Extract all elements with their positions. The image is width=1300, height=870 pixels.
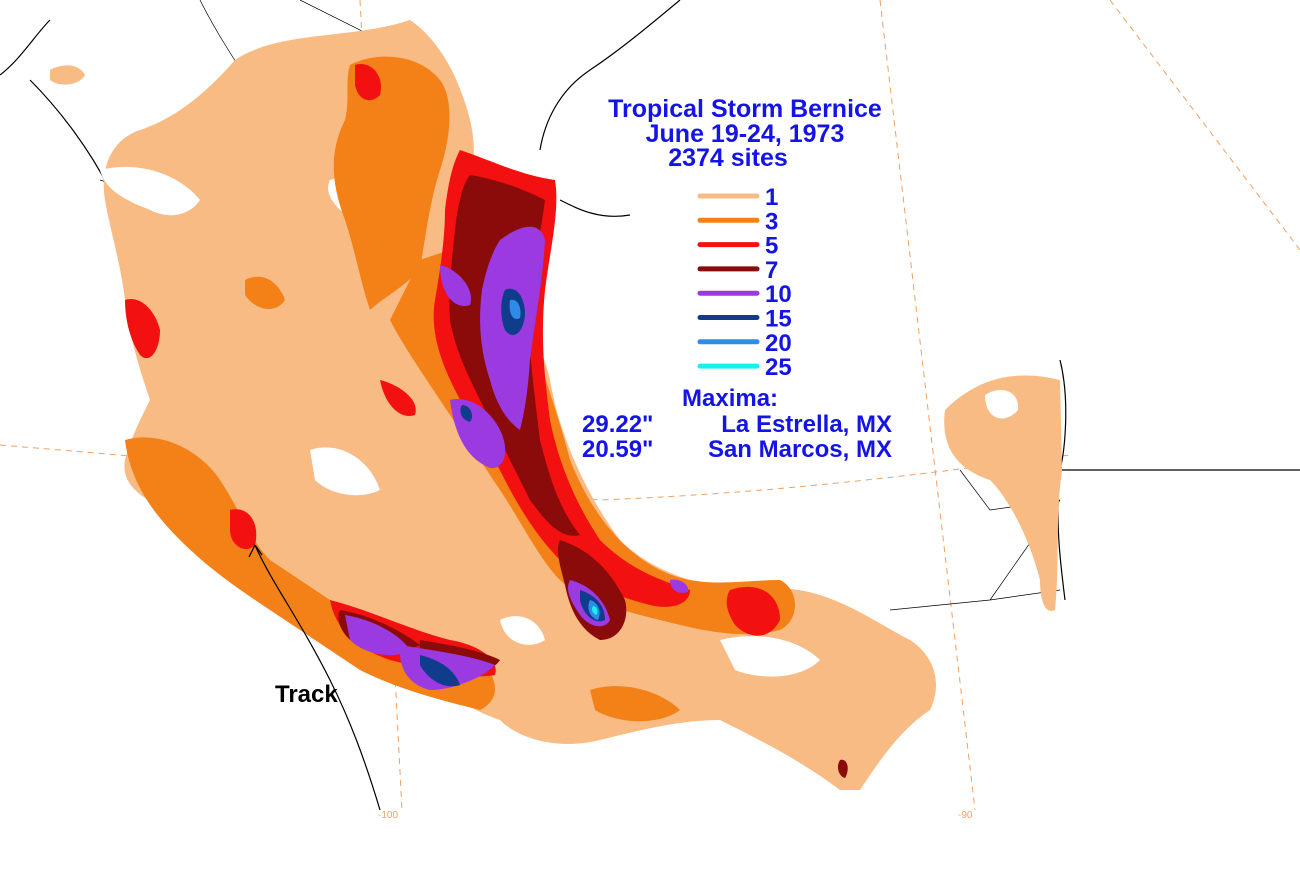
legend-label-10: 10 (765, 281, 792, 308)
maxima-value: 29.22" (582, 411, 653, 438)
track-label: Track (275, 681, 338, 708)
legend-label-1: 1 (765, 184, 778, 211)
contour-25in (592, 606, 598, 615)
track-arrow-icon (248, 544, 263, 558)
maxima-location: La Estrella, MX (721, 411, 892, 438)
map-date-range: June 19-24, 1973 (646, 120, 845, 148)
tick-left: -100 (378, 810, 398, 821)
tick-right: -90 (958, 810, 973, 821)
maxima-location: San Marcos, MX (708, 436, 892, 463)
maxima-heading: Maxima: (682, 385, 778, 412)
map-title: Tropical Storm Bernice (608, 95, 882, 123)
legend-label-7: 7 (765, 257, 778, 284)
legend-label-20: 20 (765, 330, 792, 357)
maxima-value: 20.59" (582, 436, 653, 463)
legend-label-25: 25 (765, 354, 792, 381)
map-site-count: 2374 sites (668, 144, 788, 172)
contour-1in (50, 20, 1062, 790)
legend-label-15: 15 (765, 306, 792, 333)
storm-track (254, 544, 381, 811)
legend-label-5: 5 (765, 233, 778, 260)
legend-label-3: 3 (765, 208, 778, 235)
maxima-list: 29.22" La Estrella, MX 20.59" San Marcos, M… (582, 411, 892, 463)
